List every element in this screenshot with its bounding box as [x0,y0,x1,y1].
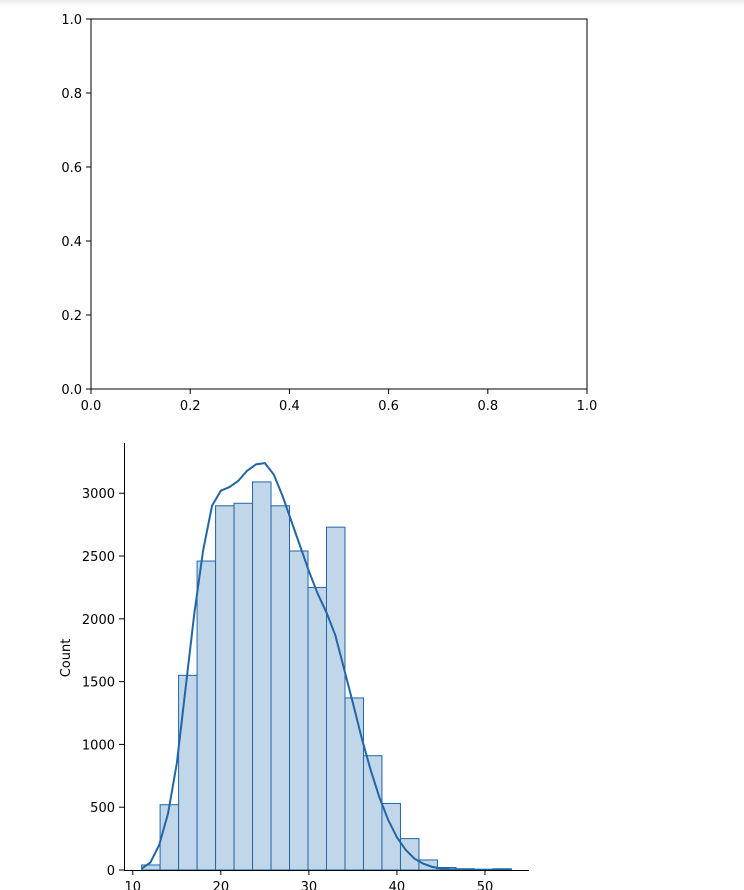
bottom-y-tick-label: 2000 [82,613,115,628]
top-y-tick-label: 0.6 [61,161,82,176]
bottom-y-tick-label: 1000 [82,738,115,753]
histogram-bar [252,481,272,871]
top-x-tick-label: 0.2 [180,399,201,414]
window-top-shadow [0,0,744,6]
empty-axes-chart: 0.0 0.2 0.4 0.6 0.8 1.0 0.0 0.2 0.4 0.6 0.8 1.0 [61,13,598,414]
histogram-bar [196,560,217,871]
top-x-tick-label: 0.8 [477,399,498,414]
histogram-bar [270,505,291,871]
top-x-tick-label: 1.0 [577,399,598,414]
histogram-bar [215,505,235,871]
top-y-tick-label: 0.0 [61,383,82,398]
top-x-tick-label: 0.0 [81,399,102,414]
bottom-y-tick-label: 3000 [82,487,115,502]
top-x-tick-label: 0.6 [378,399,399,414]
histogram-bar [344,697,364,871]
bottom-x-tick-label: 10 [125,880,142,890]
bottom-x-tick-label: 50 [477,880,494,890]
bottom-x-tick-label: 20 [213,880,230,890]
histogram-bar [233,502,254,871]
histogram-bar [307,586,327,871]
top-x-tick-label: 0.4 [279,399,300,414]
top-axes-frame [90,18,588,390]
bottom-y-tick-label: 0 [107,864,115,879]
bottom-y-tick-label: 2500 [82,550,115,565]
histogram-bar [178,674,198,871]
histogram-bar [326,526,346,871]
top-y-tick-label: 0.4 [61,235,82,250]
histogram-bar [289,550,309,871]
bottom-x-tick-label: 40 [389,880,406,890]
bottom-y-tick-label: 500 [90,801,115,816]
histogram-bar [159,804,180,871]
kde-curve [141,462,512,871]
bottom-y-tick-label: 1500 [82,676,115,691]
top-y-tick-label: 1.0 [61,13,82,28]
bottom-x-tick-label: 30 [301,880,318,890]
histogram-bar [362,755,383,871]
top-y-tick-label: 0.8 [61,87,82,102]
y-axis-label: Count [59,639,74,678]
top-y-tick-label: 0.2 [61,309,82,324]
